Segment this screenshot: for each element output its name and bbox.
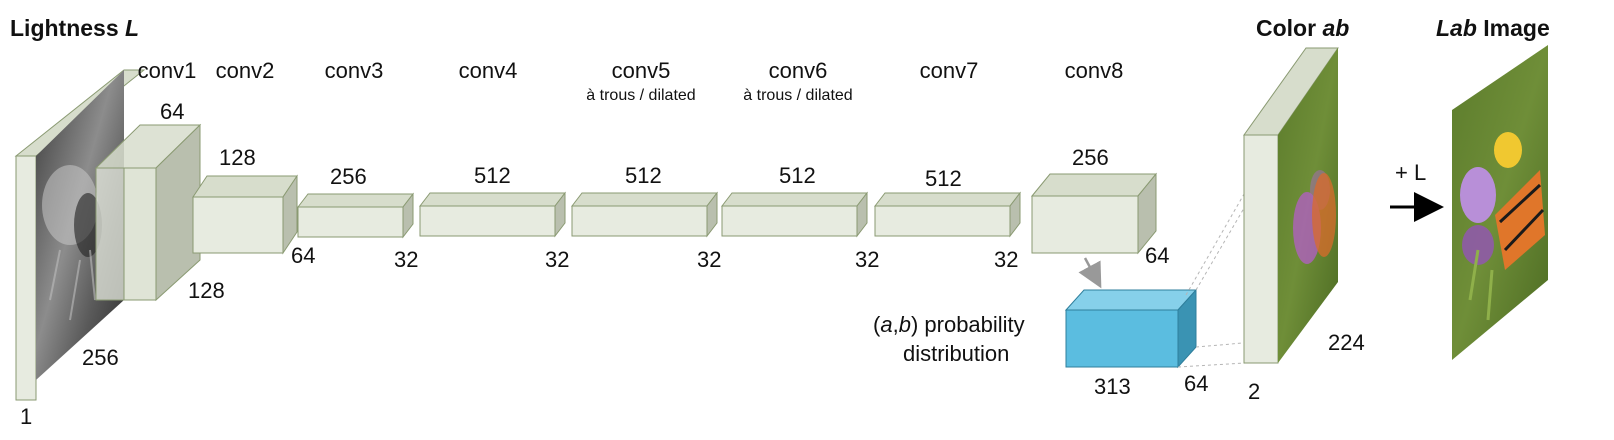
conv6-block <box>720 191 869 238</box>
conv5-label: conv5 <box>611 58 671 83</box>
distribution-label-line1: (a,b) probability <box>873 312 1025 337</box>
conv5-spatial-label: 32 <box>697 247 722 272</box>
input-height-label: 256 <box>82 345 119 370</box>
conv5-channels-label: 512 <box>625 163 662 188</box>
distribution-block <box>1064 288 1198 369</box>
conv2-label: conv2 <box>215 58 275 83</box>
conv8-spatial-label: 64 <box>1145 243 1170 268</box>
plus-l-label: + L <box>1395 160 1427 185</box>
lab-image <box>1452 45 1548 360</box>
conv8-label: conv8 <box>1064 58 1124 83</box>
conv2-spatial-label: 64 <box>291 243 316 268</box>
conv3-block <box>296 192 415 239</box>
distribution-label-line2: distribution <box>903 341 1010 366</box>
conv4-channels-label: 512 <box>474 163 511 188</box>
conv1-spatial-label: 128 <box>188 278 225 303</box>
conv1-block <box>94 123 202 302</box>
conv7-label: conv7 <box>919 58 979 83</box>
conv8-channels-label: 256 <box>1072 145 1109 170</box>
conv5-note: à trous / dilated <box>586 87 696 104</box>
conv6-spatial-label: 32 <box>855 247 880 272</box>
color-ab-image <box>1243 47 1339 364</box>
conv5-block <box>570 191 719 238</box>
conv2-block <box>192 174 298 255</box>
conv6-note: à trous / dilated <box>743 87 853 104</box>
conv1-label: conv1 <box>137 58 197 83</box>
color-ab-title: Color ab <box>1256 15 1350 41</box>
color-ab-size-label: 224 <box>1328 330 1365 355</box>
conv7-spatial-label: 32 <box>994 247 1019 272</box>
conv6-channels-label: 512 <box>779 163 816 188</box>
conv3-label: conv3 <box>324 58 384 83</box>
conv6-label: conv6 <box>768 58 828 83</box>
conv3-channels-label: 256 <box>330 164 367 189</box>
input-channels-label: 1 <box>20 404 33 429</box>
conv7-channels-label: 512 <box>925 166 962 191</box>
conv8-to-distribution-arrow <box>1078 257 1102 289</box>
conv7-block <box>873 191 1022 238</box>
input-image <box>14 69 146 401</box>
conv8-block <box>1030 172 1158 255</box>
distribution-depth-label: 313 <box>1094 374 1131 399</box>
conv1-channels-label: 64 <box>160 99 185 124</box>
conv4-label: conv4 <box>458 58 518 83</box>
color-ab-channels-label: 2 <box>1248 379 1261 404</box>
distribution-spatial-label: 64 <box>1184 371 1209 396</box>
lightness-title: Lightness L <box>10 15 140 41</box>
conv4-block <box>418 191 567 238</box>
conv4-spatial-label: 32 <box>545 247 570 272</box>
conv2-channels-label: 128 <box>219 145 256 170</box>
conv3-spatial-label: 32 <box>394 247 419 272</box>
lab-image-title: Lab Image <box>1436 15 1550 41</box>
